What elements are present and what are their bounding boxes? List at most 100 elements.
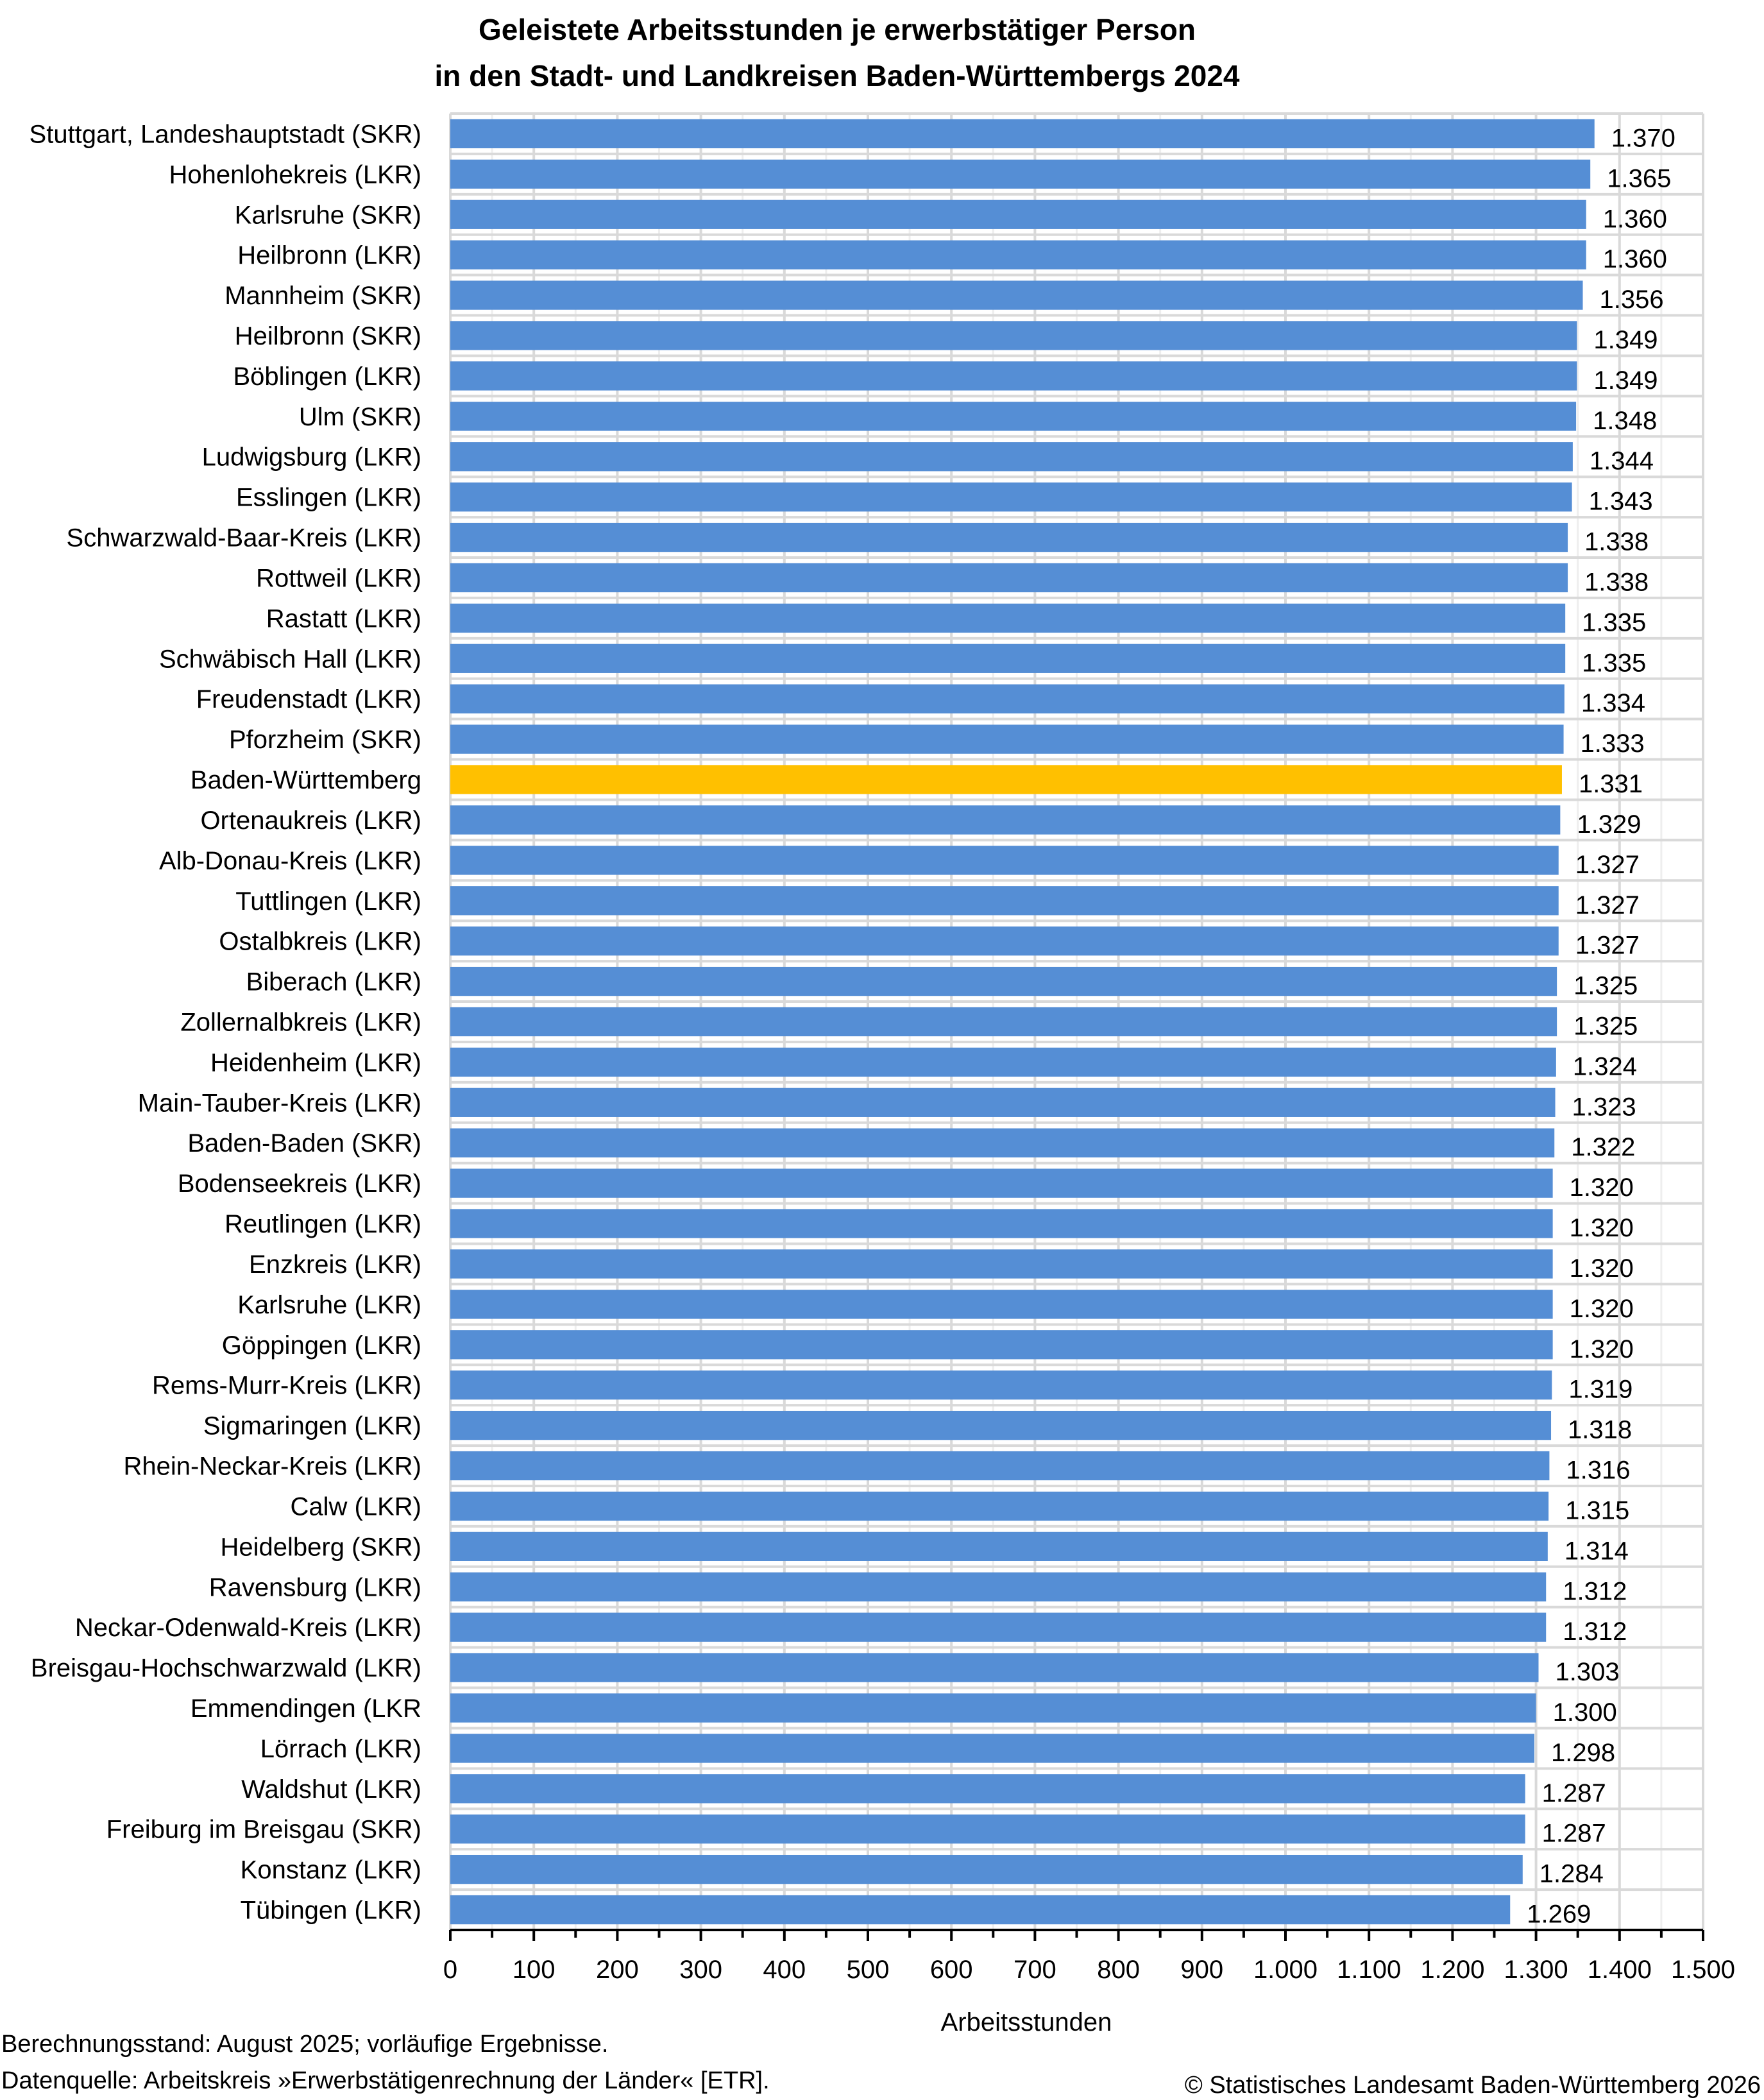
bars: Stuttgart, Landeshauptstadt (SKR) 1.370 Ho… bbox=[30, 119, 1675, 1929]
x-tick-label: 1.000 bbox=[1253, 1956, 1318, 1984]
x-tick-label: 100 bbox=[513, 1956, 555, 1984]
bar bbox=[450, 1693, 1536, 1723]
category-label: Konstanz (LKR) bbox=[241, 1856, 421, 1884]
bar bbox=[450, 724, 1564, 754]
footer-note: Berechnungsstand: August 2025; vorläufig… bbox=[1, 2031, 608, 2058]
value-label: 1.343 bbox=[1589, 488, 1653, 516]
category-label: Waldshut (LKR) bbox=[241, 1775, 421, 1804]
value-label: 1.334 bbox=[1581, 689, 1645, 717]
bar bbox=[450, 119, 1595, 149]
value-label: 1.269 bbox=[1527, 1900, 1591, 1929]
value-label: 1.325 bbox=[1573, 1012, 1638, 1041]
category-label: Bodenseekreis (LKR) bbox=[178, 1170, 421, 1198]
value-label: 1.349 bbox=[1593, 366, 1658, 395]
x-tick-label: 1.100 bbox=[1337, 1956, 1401, 1984]
category-label: Heilbronn (LKR) bbox=[237, 241, 421, 269]
value-label: 1.312 bbox=[1563, 1577, 1627, 1605]
value-label: 1.333 bbox=[1581, 730, 1645, 758]
category-label: Tübingen (LKR) bbox=[241, 1897, 421, 1925]
footer-source: Datenquelle: Arbeitskreis »Erwerbstätige… bbox=[1, 2067, 770, 2094]
value-label: 1.319 bbox=[1568, 1376, 1633, 1404]
x-tick-label: 200 bbox=[596, 1956, 639, 1984]
bar bbox=[450, 1410, 1552, 1440]
category-label: Schwäbisch Hall (LKR) bbox=[159, 645, 421, 673]
bar bbox=[450, 886, 1559, 916]
value-label: 1.320 bbox=[1570, 1174, 1634, 1202]
value-label: 1.287 bbox=[1542, 1779, 1606, 1807]
value-label: 1.356 bbox=[1600, 286, 1664, 314]
value-label: 1.284 bbox=[1539, 1860, 1604, 1888]
category-label: Breisgau-Hochschwarzwald (LKR) bbox=[31, 1654, 421, 1682]
x-tick-label: 1.200 bbox=[1420, 1956, 1484, 1984]
bar bbox=[450, 1612, 1547, 1642]
category-label: Enzkreis (LKR) bbox=[249, 1251, 421, 1279]
bar bbox=[450, 1290, 1553, 1319]
bar bbox=[450, 1572, 1547, 1601]
category-label: Rems-Murr-Kreis (LKR) bbox=[152, 1372, 421, 1400]
value-label: 1.298 bbox=[1551, 1739, 1615, 1767]
value-label: 1.316 bbox=[1566, 1456, 1630, 1485]
category-label: Lörrach (LKR) bbox=[260, 1735, 421, 1763]
bar bbox=[450, 846, 1559, 875]
category-label: Stuttgart, Landeshauptstadt (SKR) bbox=[30, 120, 421, 148]
value-label: 1.360 bbox=[1603, 245, 1667, 273]
value-label: 1.338 bbox=[1584, 568, 1649, 596]
bar bbox=[450, 1734, 1534, 1763]
bar bbox=[450, 1653, 1539, 1682]
x-tick-label: 700 bbox=[1013, 1956, 1056, 1984]
category-label: Main-Tauber-Kreis (LKR) bbox=[138, 1089, 421, 1117]
category-label: Neckar-Odenwald-Kreis (LKR) bbox=[75, 1614, 421, 1642]
category-label: Esslingen (LKR) bbox=[236, 484, 421, 512]
value-label: 1.323 bbox=[1572, 1093, 1636, 1121]
value-label: 1.300 bbox=[1553, 1698, 1617, 1727]
category-label: Ravensburg (LKR) bbox=[209, 1573, 421, 1601]
category-label: Pforzheim (SKR) bbox=[229, 726, 421, 754]
category-label: Freiburg im Breisgau (SKR) bbox=[106, 1816, 421, 1844]
category-label: Karlsruhe (LKR) bbox=[237, 1291, 421, 1319]
category-label: Göppingen (LKR) bbox=[222, 1331, 421, 1360]
x-tick-label: 900 bbox=[1180, 1956, 1223, 1984]
x-tick-label: 1.300 bbox=[1504, 1956, 1568, 1984]
chart-title-line-1: Geleistete Arbeitsstunden je erwerbstäti… bbox=[479, 13, 1196, 46]
bar bbox=[450, 1128, 1555, 1157]
bar bbox=[450, 926, 1559, 956]
category-label: Rottweil (LKR) bbox=[256, 564, 421, 592]
bar bbox=[450, 1209, 1553, 1238]
value-label: 1.320 bbox=[1570, 1214, 1634, 1242]
value-label: 1.320 bbox=[1570, 1295, 1634, 1323]
category-label: Baden-Württemberg bbox=[191, 766, 421, 794]
category-label: Böblingen (LKR) bbox=[233, 363, 422, 391]
x-axis-label: Arbeitsstunden bbox=[941, 2008, 1112, 2036]
bar bbox=[450, 1532, 1548, 1561]
bar bbox=[450, 200, 1586, 229]
category-label: Schwarzwald-Baar-Kreis (LKR) bbox=[67, 524, 421, 552]
x-tick-label: 0 bbox=[443, 1956, 457, 1984]
bar bbox=[450, 1814, 1525, 1844]
bar bbox=[450, 240, 1586, 269]
bar bbox=[450, 522, 1568, 552]
value-label: 1.329 bbox=[1577, 810, 1641, 839]
category-label: Ulm (SKR) bbox=[299, 403, 421, 431]
value-label: 1.365 bbox=[1607, 164, 1671, 192]
value-label: 1.331 bbox=[1579, 770, 1643, 798]
chart-title-line-2: in den Stadt- und Landkreisen Baden-Würt… bbox=[435, 59, 1240, 92]
x-tick-label: 300 bbox=[679, 1956, 722, 1984]
category-label: Heilbronn (SKR) bbox=[235, 322, 421, 350]
category-label: Karlsruhe (SKR) bbox=[235, 201, 421, 229]
category-label: Baden-Baden (SKR) bbox=[187, 1129, 421, 1157]
bar bbox=[450, 1895, 1511, 1925]
category-label: Freudenstadt (LKR) bbox=[196, 685, 421, 713]
bar bbox=[450, 603, 1566, 633]
value-label: 1.344 bbox=[1590, 447, 1654, 475]
bar bbox=[450, 1451, 1550, 1481]
value-label: 1.324 bbox=[1573, 1052, 1637, 1080]
value-label: 1.322 bbox=[1571, 1133, 1635, 1161]
value-label: 1.320 bbox=[1570, 1335, 1634, 1363]
bar bbox=[450, 361, 1577, 391]
bar bbox=[450, 1370, 1552, 1400]
bar bbox=[450, 1774, 1525, 1804]
category-label: Heidelberg (SKR) bbox=[221, 1533, 421, 1561]
value-label: 1.335 bbox=[1582, 649, 1646, 677]
category-label: Zollernalbkreis (LKR) bbox=[180, 1009, 421, 1037]
